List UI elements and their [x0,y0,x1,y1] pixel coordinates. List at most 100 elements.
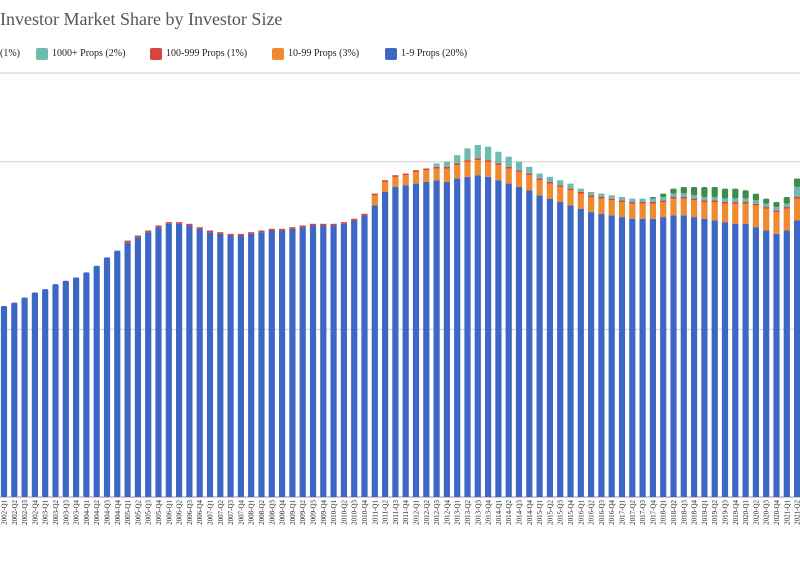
legend-swatch [272,48,284,60]
x-tick-label: 2016-Q1 [577,500,585,525]
bar-segment-1-9 [258,232,265,497]
bar-segment-1000-plus [721,198,729,203]
bar-segment-1000-plus [557,180,564,186]
bar-segment-100-999 [392,175,399,177]
bar-segment-100-999 [618,200,626,203]
x-tick-label: 2004-Q4 [114,500,122,525]
bar-segment-1-9 [577,208,584,498]
bar-segment-100-999 [598,197,605,199]
bar-segment-1-9 [124,242,131,497]
bar-segment-1000-plus [495,151,502,164]
x-tick-label: 2013-Q4 [485,500,493,525]
bar-segment-100-999 [670,197,677,199]
bar-segment-10-99 [608,200,615,216]
x-tick-label: 2012-Q2 [423,500,431,525]
bar-segment-other [763,198,770,204]
x-tick-label: 2020-Q2 [752,500,760,525]
bar-segment-1-9 [721,222,729,497]
bar-segment-100-999 [464,160,471,162]
bar-segment-1000-plus [608,195,615,199]
bar-segment-1-9 [701,218,708,497]
bar-segment-100-999 [732,202,739,204]
bar-segment-1-9 [217,233,224,497]
bar-segment-10-99 [526,175,533,191]
bar-segment-1-9 [505,183,512,497]
bar-segment-1-9 [670,215,677,497]
bar-segment-10-99 [557,186,564,203]
bar-segment-1-9 [546,198,553,498]
bar-segment-100-999 [752,203,759,206]
bar-segment-100-999 [639,202,646,204]
bar-segment-10-99 [639,203,646,219]
bar-segment-10-99 [721,203,729,223]
bar-segment-1-9 [351,220,358,497]
x-tick-label: 2019-Q4 [732,500,740,525]
x-tick-label: 2020-Q3 [763,500,771,525]
bar-segment-100-999 [567,188,574,191]
bar-segment-1-9 [773,233,780,497]
bar-segment-100-999 [206,230,214,233]
bar-segment-100-999 [124,240,131,243]
bar-segment-1000-plus [577,188,584,192]
x-tick-label: 2021-Q2 [794,500,800,525]
x-tick-label: 2014-Q3 [516,500,524,525]
bar-segment-10-99 [752,205,759,228]
bar-segment-1000-plus [546,176,553,182]
x-tick-label: 2016-Q3 [598,500,606,525]
bar-segment-1-9 [495,180,502,498]
bar-segment-1-9 [742,223,749,497]
bar-segment-10-99 [680,198,687,216]
bar-segment-1-9 [382,191,389,497]
bar-segment-other [711,186,718,197]
bar-segment-1000-plus [598,193,605,197]
bar-segment-1-9 [763,230,770,497]
bar-segment-100-999 [783,207,790,209]
bar-segment-1-9 [299,227,306,497]
bar-segment-other [670,188,677,194]
bar-segment-1-9 [515,186,523,497]
bar-segment-100-999 [227,233,234,236]
bar-segment-10-99 [402,175,409,186]
bar-segment-100-999 [299,225,306,228]
bar-segment-10-99 [618,202,626,218]
x-tick-label: 2017-Q4 [649,500,657,525]
bar-segment-100-999 [309,223,317,226]
bar-segment-10-99 [794,198,800,221]
x-tick-label: 2018-Q1 [660,500,668,525]
bar-segment-100-999 [742,202,749,204]
x-tick-label: 2006-Q2 [176,500,184,525]
bar-segment-10-99 [742,203,749,224]
bar-segment-100-999 [371,193,378,196]
bar-segment-10-99 [588,197,595,213]
bar-segment-1-9 [711,220,718,497]
bar-segment-1000-plus [629,198,636,203]
x-tick-label: 2013-Q1 [454,500,462,525]
bar-segment-1000-plus [701,197,708,201]
bar-segment-100-999 [701,200,708,203]
bar-segment-1000-plus [639,198,646,203]
bar-segment-1-9 [474,175,481,497]
bar-segment-1000-plus [443,161,450,167]
x-tick-label: 2009-Q3 [310,500,318,525]
bar-segment-1-9 [423,181,430,497]
bar-segment-1-9 [412,183,420,497]
bar-segment-10-99 [423,170,430,182]
bar-segment-other [773,202,780,208]
bar-segment-10-99 [495,165,502,181]
bar-segment-1000-plus [660,197,667,201]
bar-segment-1000-plus [454,155,461,164]
x-tick-label: 2008-Q1 [248,500,256,525]
bar-segment-10-99 [783,208,790,231]
x-tick-label: 2003-Q3 [62,500,70,525]
x-tick-label: 2005-Q3 [145,500,153,525]
bar-segment-1-9 [289,228,296,497]
bar-segment-100-999 [794,197,800,199]
bar-segment-10-99 [670,198,677,216]
bar-segment-1-9 [392,186,399,497]
bar-segment-10-99 [711,202,718,221]
bar-segment-100-999 [536,178,543,181]
bar-segment-1000-plus [783,203,790,208]
bar-segment-100-999 [649,202,656,204]
bar-segment-1-9 [155,227,162,497]
